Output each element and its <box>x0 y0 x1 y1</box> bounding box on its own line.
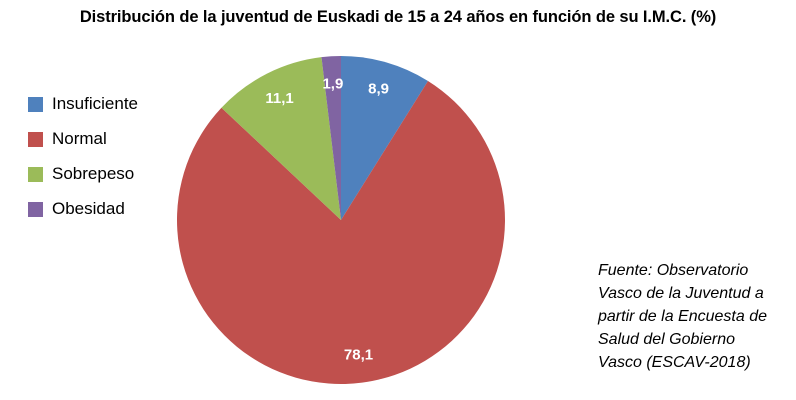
source-note-line: Vasco de la Juventud a <box>598 285 764 302</box>
legend-swatch-insuficiente <box>28 96 43 112</box>
pie-slice-label-insuficiente: 8,9 <box>368 81 389 98</box>
source-note-line: Salud del Gobierno <box>598 331 735 348</box>
source-note-line: partir de la Encuesta de <box>598 308 767 325</box>
source-note: Fuente: Observatorio Vasco de la Juventu… <box>598 259 788 374</box>
pie-slice-label-normal: 78,1 <box>344 347 373 364</box>
pie-slice-insuficiente <box>341 56 428 220</box>
legend-label-sobrepeso: Sobrepeso <box>52 164 135 183</box>
source-note-line: Fuente: Observatorio <box>598 262 749 279</box>
legend-swatch-sobrepeso <box>28 166 43 182</box>
pie-slice-sobrepeso <box>221 57 341 220</box>
legend-item-normal: Normal <box>28 129 138 148</box>
legend-item-sobrepeso: Sobrepeso <box>28 164 138 183</box>
legend: Insuficiente Normal Sobrepeso Obesidad <box>28 94 138 235</box>
legend-swatch-obesidad <box>28 201 43 217</box>
legend-item-insuficiente: Insuficiente <box>28 94 138 113</box>
pie-slice-normal <box>176 80 505 384</box>
legend-label-obesidad: Obesidad <box>52 199 125 218</box>
pie-slice-obesidad <box>321 56 341 220</box>
source-note-line: Vasco (ESCAV-2018) <box>598 354 751 371</box>
legend-label-insuficiente: Insuficiente <box>52 94 138 113</box>
pie-slice-label-obesidad: 1,9 <box>322 76 343 93</box>
legend-label-normal: Normal <box>52 129 107 148</box>
pie-slice-label-sobrepeso: 11,1 <box>265 90 293 107</box>
chart-title: Distribución de la juventud de Euskadi d… <box>79 8 717 26</box>
legend-item-obesidad: Obesidad <box>28 199 138 218</box>
legend-swatch-normal <box>28 131 43 147</box>
